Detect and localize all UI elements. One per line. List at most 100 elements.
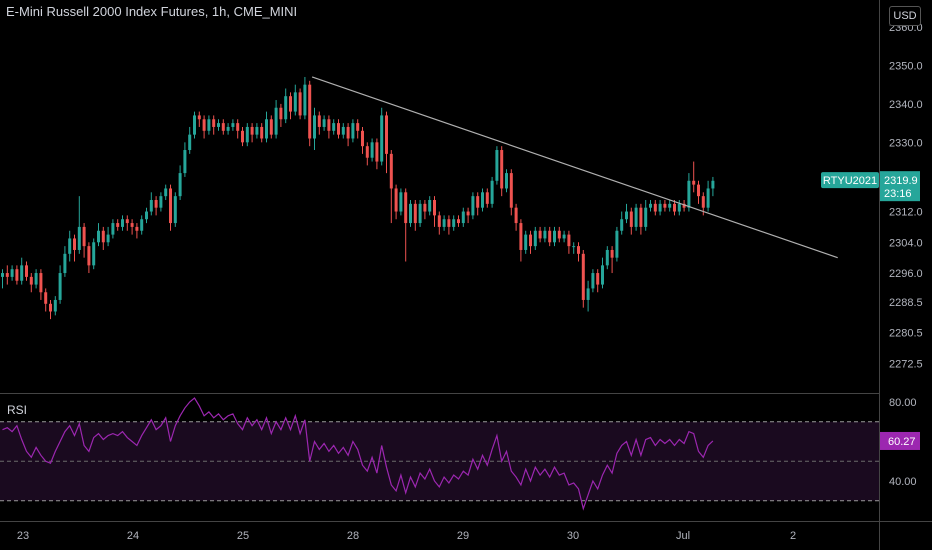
symbol-badge-background [821, 172, 879, 189]
candle-body [457, 219, 460, 224]
candle-body [10, 269, 14, 277]
candle-body [317, 115, 321, 127]
time-tick-label: 30 [567, 530, 579, 542]
candle-body [663, 203, 667, 208]
candle-body [581, 253, 585, 300]
candle-body [173, 196, 177, 224]
candle-body [615, 230, 619, 258]
candle-body [212, 119, 216, 127]
price-tick-label: 2340.0 [889, 99, 923, 111]
candle-body [625, 211, 628, 220]
time-tick-label: 24 [127, 530, 139, 542]
candle-body [188, 134, 192, 151]
candle-body [255, 126, 259, 135]
time-tick-label: 28 [347, 530, 359, 542]
candle-body [346, 126, 350, 139]
candle-body [649, 203, 652, 208]
time-axis-ticks: 23 24 25 28 29 30 Jul 2 [17, 530, 796, 542]
candle-body [399, 192, 403, 212]
candle-body [322, 119, 326, 127]
candle-body [682, 203, 686, 208]
candle-body [365, 146, 369, 158]
candle-body [34, 273, 38, 285]
price-badge-countdown: 23:16 [884, 188, 912, 200]
candle-body [711, 180, 715, 189]
candle-body [341, 126, 345, 135]
candle-body [269, 119, 273, 135]
currency-selector[interactable]: USD [889, 6, 921, 26]
candle-body [538, 230, 542, 239]
candle-body [260, 126, 264, 139]
candle-body [25, 265, 28, 277]
candle-body [634, 207, 638, 227]
candle-body [125, 219, 129, 224]
rsi-value-badge-background [880, 431, 920, 450]
price-tick-label: 2272.5 [889, 358, 923, 370]
candle-body [217, 123, 220, 127]
price-badge[interactable]: RTYU2021 2319.9 23:16 [821, 171, 920, 202]
candle-body [701, 196, 705, 208]
candle-body [620, 219, 624, 231]
candle-body [231, 123, 235, 127]
candle-body [476, 196, 480, 208]
candle-body [461, 211, 465, 224]
candle-body [221, 123, 225, 131]
candle-body [543, 230, 547, 239]
candle-body [490, 180, 494, 204]
candle-body [332, 123, 336, 131]
candle-body [193, 115, 196, 135]
rsi-indicator-label[interactable]: RSI [7, 403, 28, 417]
candle-body [169, 188, 172, 224]
candle-body [692, 180, 696, 185]
candle-body [471, 196, 475, 216]
candle-body [58, 273, 62, 300]
candle-body [629, 211, 633, 227]
rsi-pane-fill [0, 421, 879, 501]
candle-body [241, 130, 244, 143]
candle-body [164, 188, 168, 197]
candle-body [673, 203, 676, 212]
candle-body [77, 226, 81, 250]
candle-body [533, 230, 537, 247]
candle-body [226, 126, 230, 131]
candle-body [197, 115, 201, 120]
candle-body [207, 119, 211, 131]
candle-body [145, 211, 148, 220]
candle-body [68, 238, 72, 254]
candle-body [562, 234, 566, 239]
candle-body [159, 196, 163, 208]
price-axis-ticks: 2272.5 2280.5 2288.5 2296.0 2304.0 2312.0 2330… [889, 22, 923, 370]
candles-group [1, 76, 715, 320]
candle-body [178, 173, 182, 197]
candle-body [572, 246, 576, 248]
candle-body [442, 219, 446, 227]
candle-body [447, 219, 451, 227]
candle-body [20, 265, 24, 281]
candle-body [111, 223, 115, 235]
candle-body [404, 192, 408, 224]
candle-body [250, 126, 254, 135]
candle-body [49, 303, 52, 312]
candle-body [577, 246, 580, 254]
candle-body [361, 130, 364, 147]
time-tick-label: 2 [790, 530, 796, 542]
candle-body [121, 219, 124, 227]
candle-body [529, 234, 532, 247]
candle-body [596, 273, 600, 285]
candle-body [101, 230, 105, 243]
candle-body [82, 226, 86, 247]
trendline[interactable] [311, 76, 838, 259]
candle-body [389, 153, 393, 189]
price-tick-label: 2350.0 [889, 60, 923, 72]
candle-body [289, 96, 292, 112]
candle-body [380, 115, 384, 162]
candle-body [140, 219, 144, 231]
candle-body [495, 150, 499, 181]
candle-body [87, 246, 91, 266]
candle-body [44, 292, 48, 304]
candle-body [327, 119, 331, 131]
candle-body [394, 188, 398, 212]
rsi-tick-label: 80.00 [889, 397, 917, 409]
price-tick-label: 2296.0 [889, 268, 923, 280]
